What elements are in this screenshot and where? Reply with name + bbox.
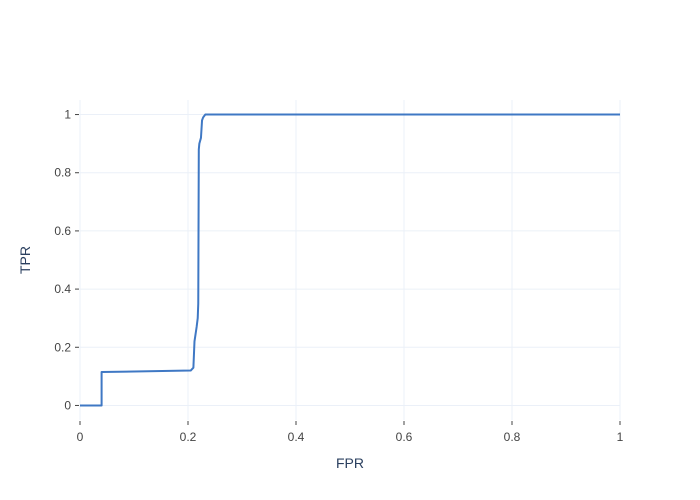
y-tick-label: 0.8	[54, 166, 71, 180]
y-axis-title: TPR	[17, 246, 33, 274]
x-tick-label: 0	[77, 430, 84, 444]
x-axis-title: FPR	[336, 455, 364, 471]
y-tick-label: 0.2	[54, 340, 71, 354]
x-tick-label: 0.4	[288, 430, 305, 444]
x-tick-label: 1	[617, 430, 624, 444]
x-axis-ticks: 0 0.2 0.4 0.6 0.8 1	[77, 421, 624, 444]
y-axis-ticks: 0 0.2 0.4 0.6 0.8 1	[54, 108, 79, 412]
y-tick-label: 0	[64, 398, 71, 412]
x-tick-label: 0.8	[504, 430, 521, 444]
y-tick-label: 0.4	[54, 282, 71, 296]
y-tick-label: 1	[64, 108, 71, 122]
series-layer	[80, 113, 620, 407]
x-tick-label: 0.6	[396, 430, 413, 444]
roc-curve-line	[80, 113, 620, 407]
x-tick-label: 0.2	[180, 430, 197, 444]
y-tick-label: 0.6	[54, 224, 71, 238]
grid-lines	[79, 100, 621, 420]
plot-background	[80, 100, 620, 420]
